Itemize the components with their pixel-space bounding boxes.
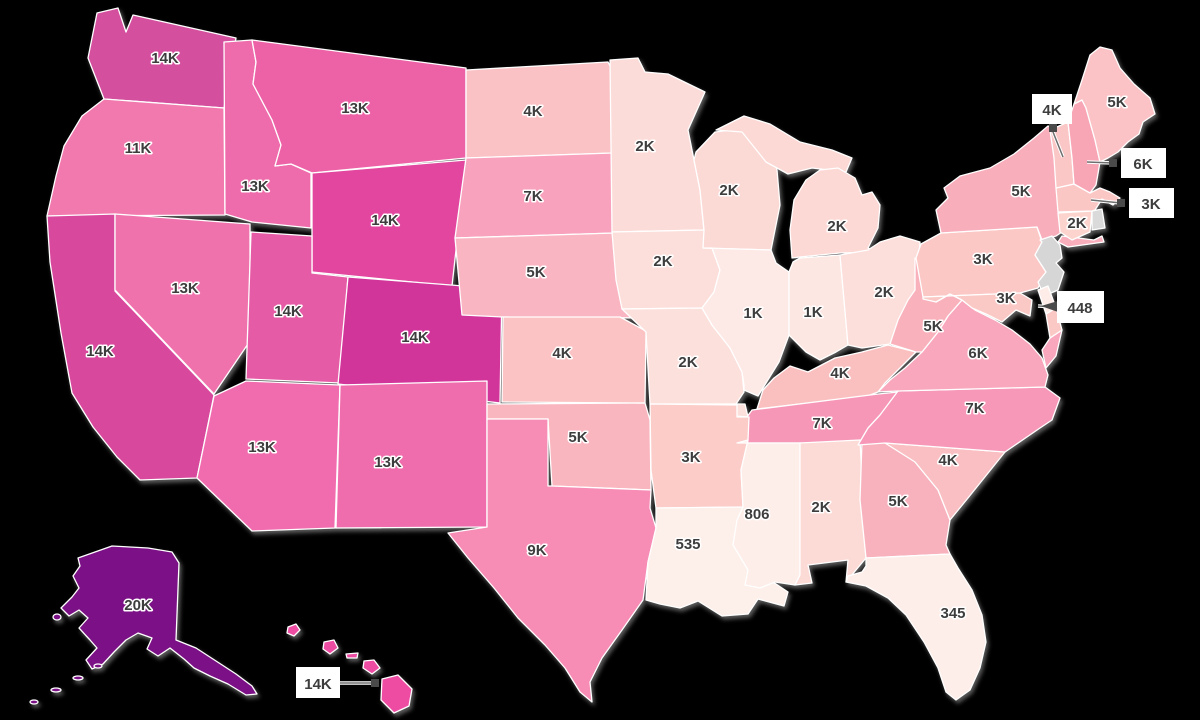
label-connecticut: 2K xyxy=(1067,215,1086,232)
state-alaska[interactable] xyxy=(60,545,258,696)
label-iowa: 2K xyxy=(653,253,672,270)
label-texas: 9K xyxy=(527,542,546,559)
callout-box-hawaii xyxy=(296,667,340,698)
state-new-york[interactable] xyxy=(935,125,1063,241)
state-north-carolina[interactable] xyxy=(857,386,1061,453)
state-hawaii-kauai[interactable] xyxy=(286,623,301,637)
label-alabama: 2K xyxy=(811,499,830,516)
label-missouri: 2K xyxy=(678,354,697,371)
label-tennessee: 7K xyxy=(812,415,831,432)
state-new-york-long-island[interactable] xyxy=(1057,235,1105,248)
label-kansas: 4K xyxy=(552,345,571,362)
state-hawaii-big-island[interactable] xyxy=(380,674,413,714)
callouts: 4K 6K 3K 448 14K xyxy=(296,94,1174,698)
label-west-virginia: 5K xyxy=(923,318,942,335)
label-wyoming: 14K xyxy=(371,212,399,229)
label-idaho: 13K xyxy=(241,178,269,195)
label-louisiana: 535 xyxy=(675,536,700,553)
state-minnesota[interactable] xyxy=(609,57,706,233)
state-alaska-island[interactable] xyxy=(52,613,62,621)
callout-label-delaware: 448 xyxy=(1067,300,1092,317)
state-alaska-aleutian[interactable] xyxy=(93,663,103,669)
state-rhode-island[interactable] xyxy=(1091,208,1106,231)
label-maryland: 3K xyxy=(996,290,1015,307)
label-kentucky: 4K xyxy=(830,365,849,382)
state-kansas[interactable] xyxy=(501,316,647,404)
callout-label-new-hampshire: 6K xyxy=(1133,156,1152,173)
label-washington: 14K xyxy=(151,50,179,67)
state-maryland[interactable] xyxy=(922,292,1033,323)
label-montana: 13K xyxy=(341,100,369,117)
callout-marker-massachusetts xyxy=(1117,199,1125,207)
state-michigan-upper[interactable] xyxy=(715,115,853,175)
label-pennsylvania: 3K xyxy=(973,251,992,268)
state-new-jersey[interactable] xyxy=(1034,235,1065,297)
state-alaska-aleutian[interactable] xyxy=(50,687,62,693)
label-colorado: 14K xyxy=(401,329,429,346)
label-south-carolina: 4K xyxy=(938,452,957,469)
state-new-mexico[interactable] xyxy=(335,380,488,529)
label-wisconsin: 2K xyxy=(719,182,738,199)
label-michigan: 2K xyxy=(827,218,846,235)
state-oregon[interactable] xyxy=(46,98,226,217)
callout-line-massachusetts xyxy=(1090,199,1122,204)
label-california: 14K xyxy=(86,343,114,360)
state-maine[interactable] xyxy=(1073,46,1156,163)
label-oregon: 11K xyxy=(125,140,152,157)
callout-marker-new-hampshire xyxy=(1109,159,1117,167)
callout-marker-delaware xyxy=(1041,301,1058,312)
state-alaska-aleutian[interactable] xyxy=(29,699,39,705)
label-alaska: 20K xyxy=(124,597,152,614)
callout-marker-vermont xyxy=(1049,124,1057,132)
callout-box-new-hampshire xyxy=(1121,148,1166,178)
state-texas[interactable] xyxy=(447,418,657,703)
callout-box-massachusetts xyxy=(1129,188,1174,218)
callout-line-new-hampshire xyxy=(1086,161,1114,164)
label-arkansas: 3K xyxy=(681,449,700,466)
label-indiana: 1K xyxy=(803,304,822,321)
label-south-dakota: 7K xyxy=(523,188,542,205)
callout-line-vermont xyxy=(1052,131,1064,158)
label-north-dakota: 4K xyxy=(523,103,542,120)
label-ohio: 2K xyxy=(874,284,893,301)
label-arizona: 13K xyxy=(248,439,276,456)
label-north-carolina: 7K xyxy=(965,400,984,417)
state-illinois[interactable] xyxy=(701,247,790,397)
label-new-mexico: 13K xyxy=(374,454,402,471)
callout-box-vermont xyxy=(1032,94,1072,124)
state-nevada[interactable] xyxy=(114,213,251,395)
state-indiana[interactable] xyxy=(788,254,849,361)
label-maine: 5K xyxy=(1107,94,1126,111)
state-labels: 14K 11K 14K 13K 13K 13K 14K 14K 14K 13K … xyxy=(85,49,1129,624)
label-minnesota: 2K xyxy=(635,138,654,155)
label-florida: 345 xyxy=(940,605,965,622)
state-shapes xyxy=(29,7,1156,714)
label-georgia: 5K xyxy=(888,493,907,510)
callout-label-massachusetts: 3K xyxy=(1141,196,1160,213)
state-alaska-aleutian[interactable] xyxy=(72,675,84,681)
label-illinois: 1K xyxy=(743,305,762,322)
label-new-york: 5K xyxy=(1011,183,1030,200)
callout-label-vermont: 4K xyxy=(1042,102,1061,119)
label-virginia: 6K xyxy=(968,345,987,362)
label-nevada: 13K xyxy=(171,280,199,297)
callout-box-delaware xyxy=(1057,291,1104,323)
label-mississippi: 806 xyxy=(744,506,769,523)
callout-label-hawaii: 14K xyxy=(304,676,332,693)
state-hawaii-molokai[interactable] xyxy=(345,652,359,659)
state-hawaii-maui[interactable] xyxy=(362,659,381,675)
state-florida[interactable] xyxy=(845,553,987,701)
state-hawaii-oahu[interactable] xyxy=(322,639,339,655)
state-washington[interactable] xyxy=(87,7,237,109)
state-arizona[interactable] xyxy=(196,380,341,532)
label-nebraska: 5K xyxy=(526,264,545,281)
label-utah: 14K xyxy=(274,303,302,320)
callout-marker-hawaii xyxy=(371,679,379,687)
label-oklahoma: 5K xyxy=(568,429,587,446)
state-michigan[interactable] xyxy=(789,167,881,259)
